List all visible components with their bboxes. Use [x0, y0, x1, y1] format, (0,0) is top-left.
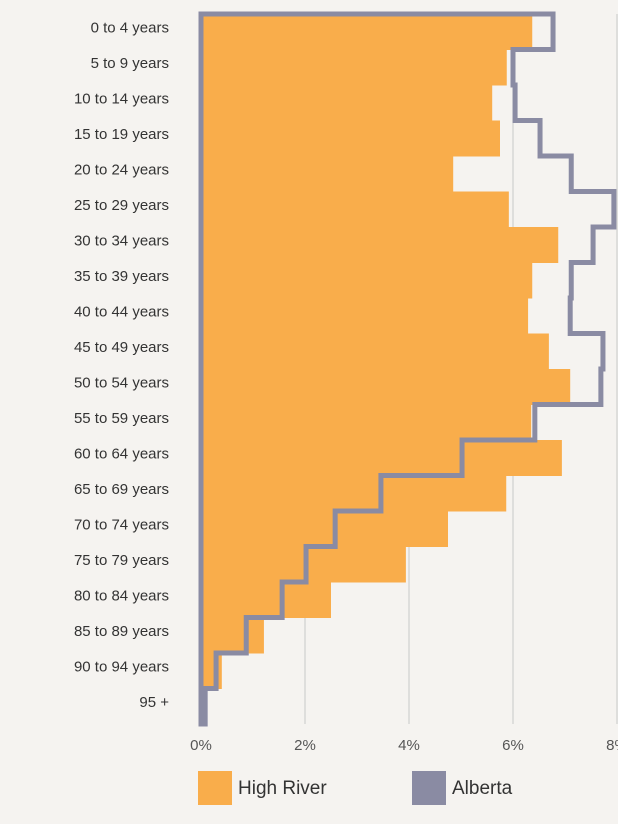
x-tick-label: 6%: [502, 737, 524, 754]
bar: [201, 617, 264, 654]
y-tick-label: 60 to 64 years: [74, 446, 169, 463]
x-tick-label: 0%: [190, 737, 212, 754]
y-tick-label: 25 to 29 years: [74, 197, 169, 214]
y-tick-label: 40 to 44 years: [74, 304, 169, 321]
y-tick-label: 20 to 24 years: [74, 162, 169, 179]
y-tick-label: 80 to 84 years: [74, 588, 169, 605]
y-tick-label: 65 to 69 years: [74, 481, 169, 498]
bar: [201, 298, 529, 334]
bar: [201, 582, 331, 618]
step-line: [198, 11, 617, 727]
bar: [201, 653, 222, 689]
y-tick-label: 50 to 54 years: [74, 375, 169, 392]
legend-swatch: [412, 771, 446, 805]
bar: [201, 191, 509, 228]
bar: [201, 404, 532, 441]
x-tick-label: 8%: [606, 737, 618, 754]
y-tick-label: 70 to 74 years: [74, 517, 169, 534]
bar: [201, 511, 448, 547]
bar: [201, 156, 454, 192]
y-tick-label: 90 to 94 years: [74, 659, 169, 676]
legend-swatch: [198, 771, 232, 805]
y-tick-label: 95 +: [139, 694, 169, 711]
bars: [201, 14, 571, 725]
y-tick-label: 10 to 14 years: [74, 91, 169, 108]
lines: [198, 11, 617, 727]
y-tick-label: 30 to 34 years: [74, 233, 169, 250]
legend-label: High River: [238, 778, 327, 799]
bar: [201, 333, 549, 370]
y-tick-label: 55 to 59 years: [74, 410, 169, 427]
bar: [201, 49, 507, 86]
bar: [201, 369, 571, 405]
bar: [201, 120, 500, 157]
x-tick-label: 4%: [398, 737, 420, 754]
y-tick-label: 35 to 39 years: [74, 268, 169, 285]
bar: [201, 85, 493, 121]
legend-label: Alberta: [452, 778, 513, 799]
bar: [201, 475, 507, 512]
y-tick-label: 85 to 89 years: [74, 623, 169, 640]
y-tick-label: 5 to 9 years: [91, 55, 169, 72]
y-tick-label: 45 to 49 years: [74, 339, 169, 356]
bar: [201, 440, 562, 476]
y-tick-label: 15 to 19 years: [74, 126, 169, 143]
bar: [201, 14, 533, 50]
bar: [201, 546, 406, 583]
y-tick-label: 0 to 4 years: [91, 20, 169, 37]
bar: [201, 262, 533, 299]
bar: [201, 227, 559, 263]
y-tick-label: 75 to 79 years: [74, 552, 169, 569]
x-tick-label: 2%: [294, 737, 316, 754]
